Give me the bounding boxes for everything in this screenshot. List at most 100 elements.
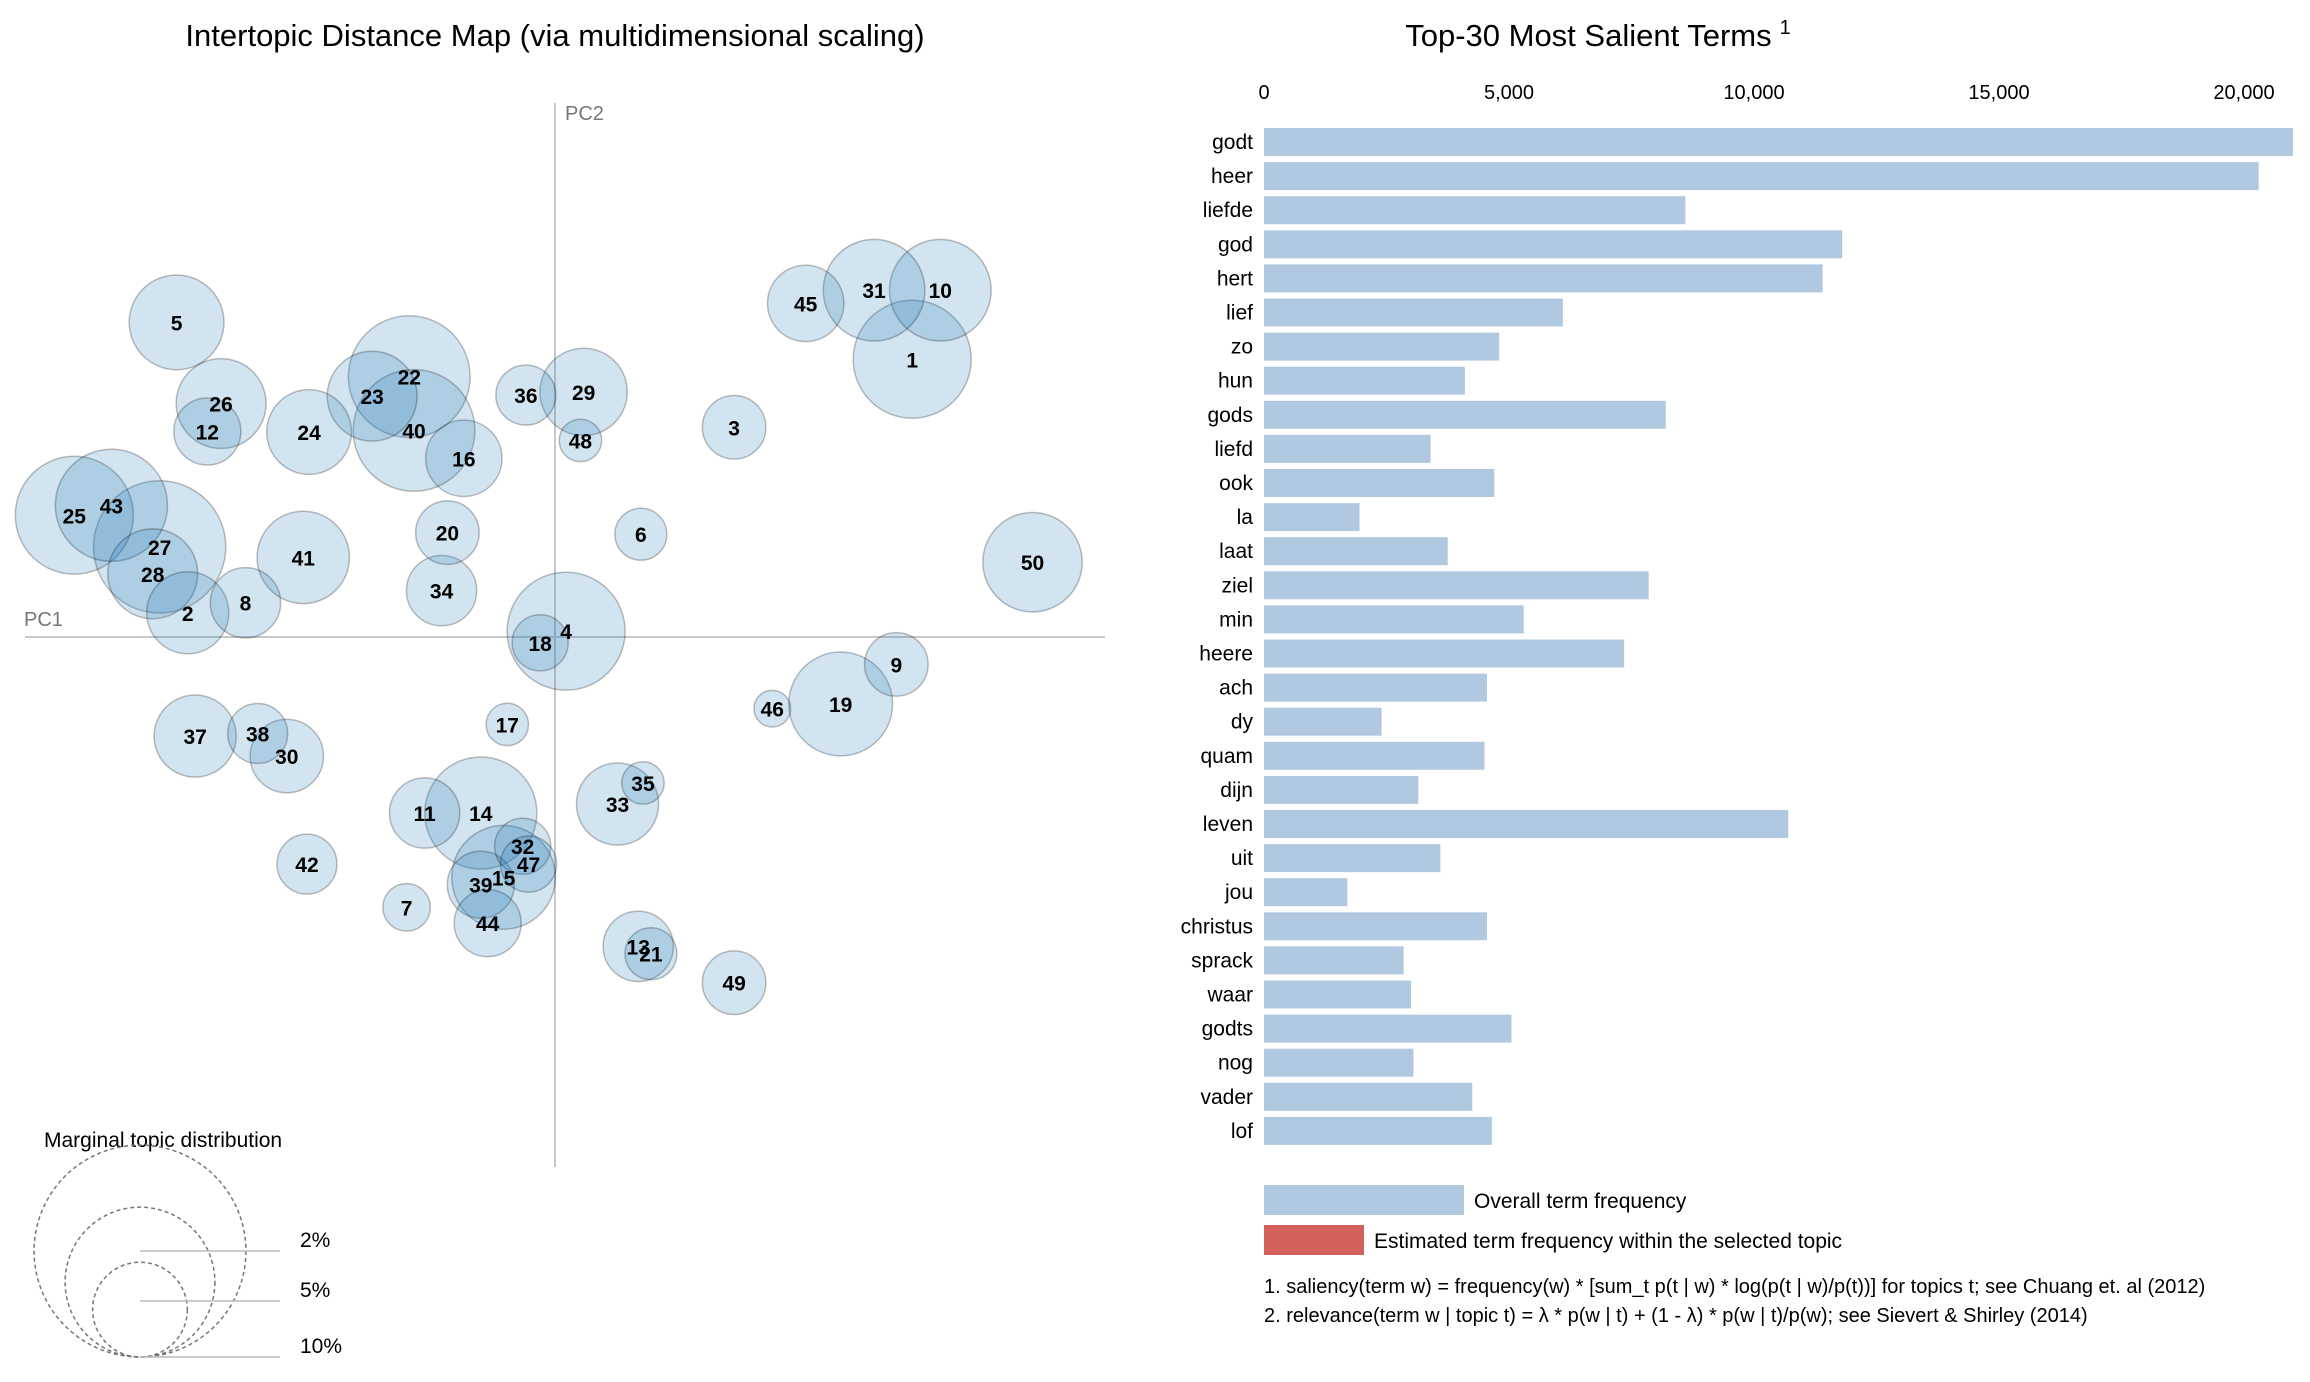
topic-circle-6[interactable] bbox=[614, 507, 668, 561]
term-label-christus[interactable]: christus bbox=[1181, 915, 1253, 938]
bar-gods[interactable] bbox=[1264, 400, 1666, 429]
topic-circle-28[interactable] bbox=[107, 528, 199, 620]
topic-circle-48[interactable] bbox=[558, 418, 603, 463]
bar-laat[interactable] bbox=[1264, 537, 1448, 566]
term-label-lief[interactable]: lief bbox=[1226, 302, 1253, 325]
topic-circle-50[interactable] bbox=[982, 511, 1083, 613]
topic-circle-41[interactable] bbox=[256, 510, 351, 605]
topic-circle-39[interactable] bbox=[446, 850, 516, 919]
bar-godt[interactable] bbox=[1264, 128, 2293, 156]
topic-circle-23[interactable] bbox=[326, 350, 418, 442]
bar-ach[interactable] bbox=[1264, 673, 1487, 702]
bar-leven[interactable] bbox=[1264, 810, 1789, 838]
topic-circle-27[interactable] bbox=[92, 479, 227, 614]
term-label-uit[interactable]: uit bbox=[1231, 847, 1253, 870]
bar-quam[interactable] bbox=[1264, 741, 1485, 770]
topic-circle-9[interactable] bbox=[863, 631, 929, 697]
topic-circle-11[interactable] bbox=[388, 777, 461, 849]
bar-uit[interactable] bbox=[1264, 844, 1441, 873]
bar-la[interactable] bbox=[1264, 503, 1360, 532]
topic-circle-33[interactable] bbox=[575, 762, 660, 846]
topic-circle-47[interactable] bbox=[499, 835, 558, 893]
topic-circle-34[interactable] bbox=[405, 554, 478, 627]
topic-circle-30[interactable] bbox=[249, 718, 325, 794]
topic-circle-29[interactable] bbox=[539, 347, 629, 437]
term-label-ach[interactable]: ach bbox=[1219, 677, 1253, 700]
bar-lief[interactable] bbox=[1264, 298, 1563, 327]
topic-circle-10[interactable] bbox=[888, 238, 992, 342]
bar-god[interactable] bbox=[1264, 230, 1843, 259]
term-label-dijn[interactable]: dijn bbox=[1220, 779, 1253, 802]
topic-circle-13[interactable] bbox=[602, 910, 675, 983]
bar-ziel[interactable] bbox=[1264, 571, 1649, 600]
term-label-leven[interactable]: leven bbox=[1203, 813, 1253, 836]
topic-circle-42[interactable] bbox=[276, 833, 338, 895]
bar-dijn[interactable] bbox=[1264, 775, 1419, 804]
term-label-laat[interactable]: laat bbox=[1219, 540, 1253, 563]
topic-circle-3[interactable] bbox=[701, 394, 767, 460]
term-label-waar[interactable]: waar bbox=[1206, 984, 1253, 1007]
topic-circle-45[interactable] bbox=[766, 264, 845, 343]
topic-circle-46[interactable] bbox=[753, 689, 792, 728]
topic-circle-43[interactable] bbox=[54, 448, 169, 563]
topic-circle-14[interactable] bbox=[423, 756, 538, 870]
topic-circle-31[interactable] bbox=[822, 238, 926, 342]
term-label-liefde[interactable]: liefde bbox=[1203, 199, 1253, 222]
topic-circle-44[interactable] bbox=[453, 888, 522, 958]
topic-circle-32[interactable] bbox=[493, 817, 552, 875]
topic-circle-18[interactable] bbox=[511, 614, 569, 672]
bar-zo[interactable] bbox=[1264, 332, 1500, 361]
term-label-godt[interactable]: godt bbox=[1212, 131, 1253, 154]
term-label-godts[interactable]: godts bbox=[1202, 1018, 1253, 1041]
topic-circle-5[interactable] bbox=[128, 274, 225, 371]
topic-circle-22[interactable] bbox=[347, 315, 471, 439]
topic-circle-2[interactable] bbox=[145, 570, 230, 655]
topic-circle-12[interactable] bbox=[173, 397, 242, 466]
topic-circle-21[interactable] bbox=[624, 927, 678, 981]
bar-heer[interactable] bbox=[1264, 162, 2259, 191]
topic-circle-20[interactable] bbox=[414, 500, 480, 566]
topic-circle-1[interactable] bbox=[852, 299, 972, 420]
term-label-heer[interactable]: heer bbox=[1211, 165, 1253, 188]
term-label-lof[interactable]: lof bbox=[1231, 1120, 1253, 1143]
topic-circle-16[interactable] bbox=[424, 419, 503, 498]
topic-circle-17[interactable] bbox=[485, 702, 530, 747]
term-label-liefd[interactable]: liefd bbox=[1214, 438, 1253, 461]
bar-godts[interactable] bbox=[1264, 1014, 1512, 1043]
topic-circle-15[interactable] bbox=[450, 824, 557, 930]
term-label-gods[interactable]: gods bbox=[1207, 404, 1253, 427]
term-label-god[interactable]: god bbox=[1218, 233, 1253, 256]
bar-vader[interactable] bbox=[1264, 1082, 1473, 1111]
topic-circle-19[interactable] bbox=[788, 651, 894, 757]
topic-circle-49[interactable] bbox=[701, 950, 767, 1016]
bar-hert[interactable] bbox=[1264, 264, 1823, 293]
topic-circle-4[interactable] bbox=[506, 571, 626, 691]
topic-circle-35[interactable] bbox=[621, 761, 665, 805]
bar-sprack[interactable] bbox=[1264, 946, 1404, 975]
bar-liefd[interactable] bbox=[1264, 434, 1431, 463]
bar-waar[interactable] bbox=[1264, 980, 1411, 1009]
topic-circle-25[interactable] bbox=[14, 455, 135, 575]
term-label-zo[interactable]: zo bbox=[1231, 336, 1253, 359]
term-label-ziel[interactable]: ziel bbox=[1221, 574, 1253, 597]
term-label-dy[interactable]: dy bbox=[1231, 711, 1254, 734]
topic-circle-40[interactable] bbox=[352, 368, 476, 493]
bar-dy[interactable] bbox=[1264, 707, 1382, 736]
term-label-sprack[interactable]: sprack bbox=[1191, 949, 1253, 972]
bar-heere[interactable] bbox=[1264, 639, 1625, 668]
bar-min[interactable] bbox=[1264, 605, 1524, 634]
term-label-min[interactable]: min bbox=[1219, 608, 1253, 631]
term-label-quam[interactable]: quam bbox=[1200, 745, 1253, 768]
topic-circle-38[interactable] bbox=[226, 702, 289, 765]
term-labels[interactable]: godt heer liefde god hert lief zo hun gods liefd o… bbox=[1181, 131, 1254, 1143]
term-label-ook[interactable]: ook bbox=[1219, 472, 1253, 495]
bar-jou[interactable] bbox=[1264, 878, 1348, 907]
topic-circle-7[interactable] bbox=[382, 882, 432, 932]
term-label-jou[interactable]: jou bbox=[1224, 881, 1253, 904]
topic-circle-8[interactable] bbox=[209, 566, 282, 639]
bar-hun[interactable] bbox=[1264, 366, 1465, 395]
term-label-hert[interactable]: hert bbox=[1217, 267, 1253, 290]
bar-christus[interactable] bbox=[1264, 912, 1487, 941]
topic-circle-26[interactable] bbox=[175, 357, 267, 450]
term-label-hun[interactable]: hun bbox=[1218, 370, 1253, 393]
